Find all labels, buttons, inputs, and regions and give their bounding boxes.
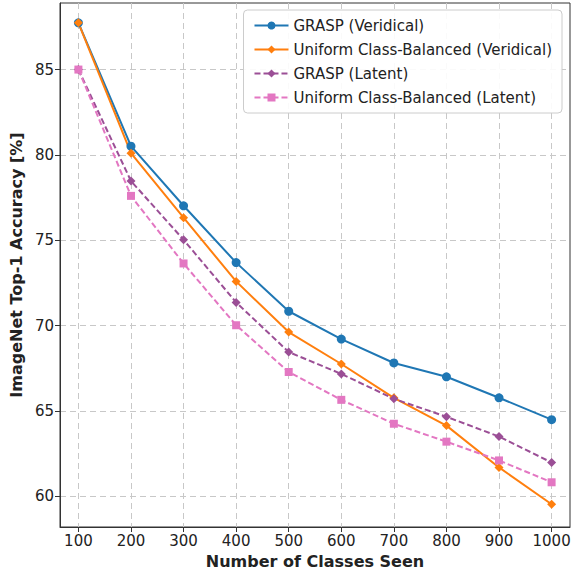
- svg-text:Uniform Class-Balanced (Veridi: Uniform Class-Balanced (Veridical): [293, 41, 552, 59]
- svg-text:200: 200: [117, 532, 146, 550]
- svg-text:700: 700: [380, 532, 409, 550]
- svg-text:300: 300: [169, 532, 198, 550]
- svg-text:GRASP (Latent): GRASP (Latent): [293, 65, 408, 83]
- svg-text:500: 500: [274, 532, 303, 550]
- svg-text:100: 100: [64, 532, 93, 550]
- svg-text:Number of Classes Seen: Number of Classes Seen: [206, 552, 424, 571]
- svg-text:70: 70: [35, 317, 54, 335]
- svg-text:75: 75: [35, 231, 54, 249]
- svg-text:ImageNet Top-1 Accuracy [%]: ImageNet Top-1 Accuracy [%]: [7, 132, 26, 397]
- svg-text:65: 65: [35, 402, 54, 420]
- svg-text:Uniform Class-Balanced (Latent: Uniform Class-Balanced (Latent): [293, 89, 536, 107]
- svg-text:GRASP (Veridical): GRASP (Veridical): [293, 17, 424, 35]
- svg-text:800: 800: [432, 532, 461, 550]
- svg-text:600: 600: [327, 532, 356, 550]
- svg-text:85: 85: [35, 61, 54, 79]
- svg-text:900: 900: [485, 532, 514, 550]
- svg-text:80: 80: [35, 146, 54, 164]
- svg-text:1000: 1000: [533, 532, 571, 550]
- svg-text:400: 400: [222, 532, 251, 550]
- svg-text:60: 60: [35, 487, 54, 505]
